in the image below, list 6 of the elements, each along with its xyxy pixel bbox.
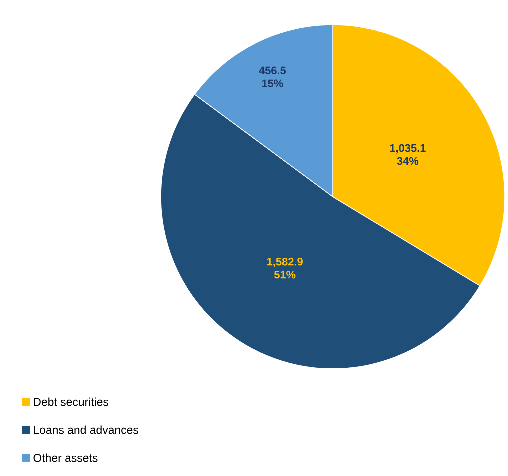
legend-label: Debt securities — [34, 398, 109, 406]
data-label: 1,035.1 34% — [390, 144, 426, 166]
legend-label: Other assets — [34, 454, 98, 462]
legend-label: Loans and advances — [34, 426, 139, 434]
data-label: 1,582.9 51% — [267, 258, 303, 279]
data-label: 456.5 15% — [259, 66, 286, 88]
